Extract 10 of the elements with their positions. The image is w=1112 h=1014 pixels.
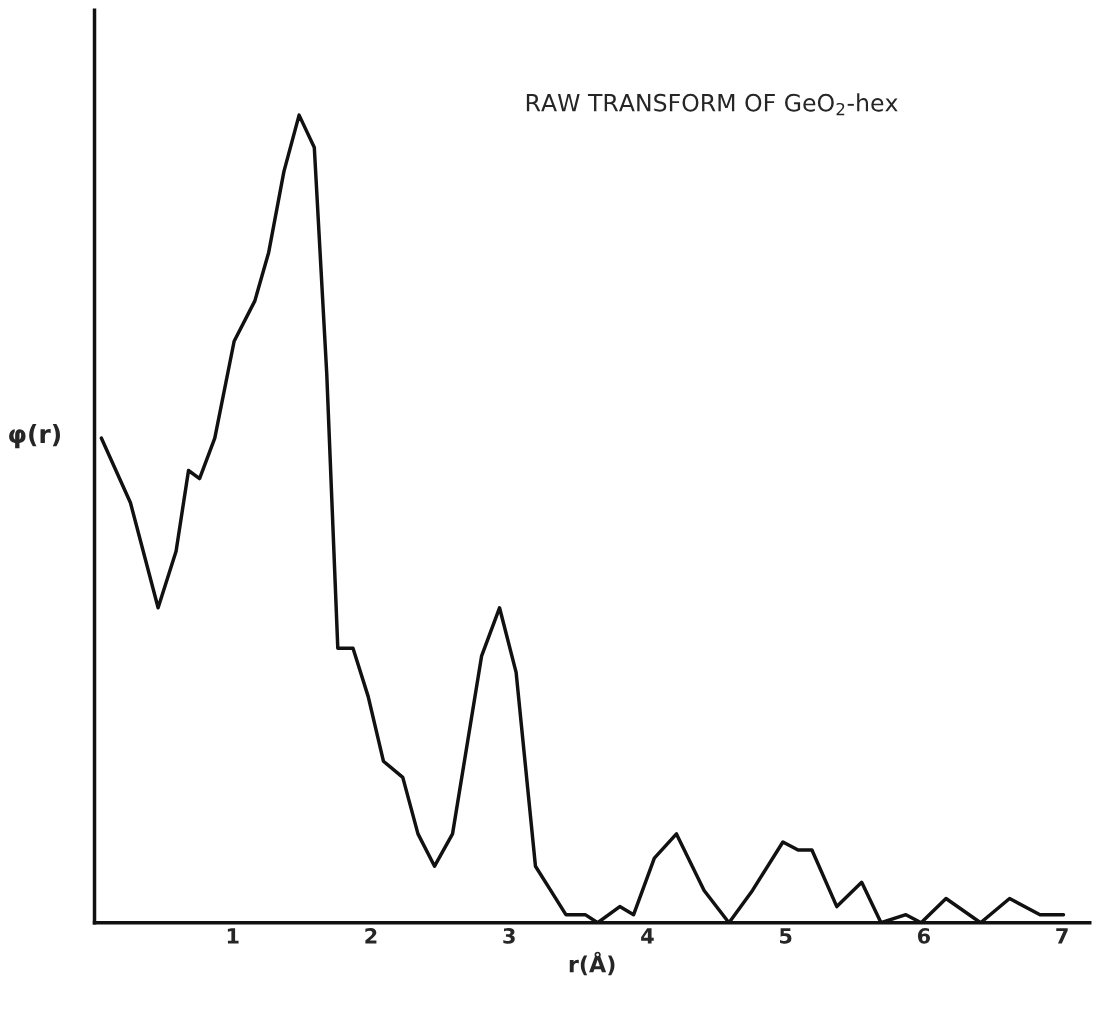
x-tick-label: 3 [503,927,515,944]
x-tick-label: 7 [1056,928,1068,944]
x-axis-title: r(Å) [569,951,615,976]
y-axis-title: φ(r) [9,424,61,449]
x-tick-label: 2 [365,927,377,944]
chart-title: RAW TRANSFORM OF GeO$_{2}$-hex [526,93,898,116]
x-tick-label: 1 [227,928,239,944]
x-tick-label: 4 [641,928,654,944]
x-tick-label: 6 [917,927,931,944]
x-tick-label: 5 [780,928,792,944]
